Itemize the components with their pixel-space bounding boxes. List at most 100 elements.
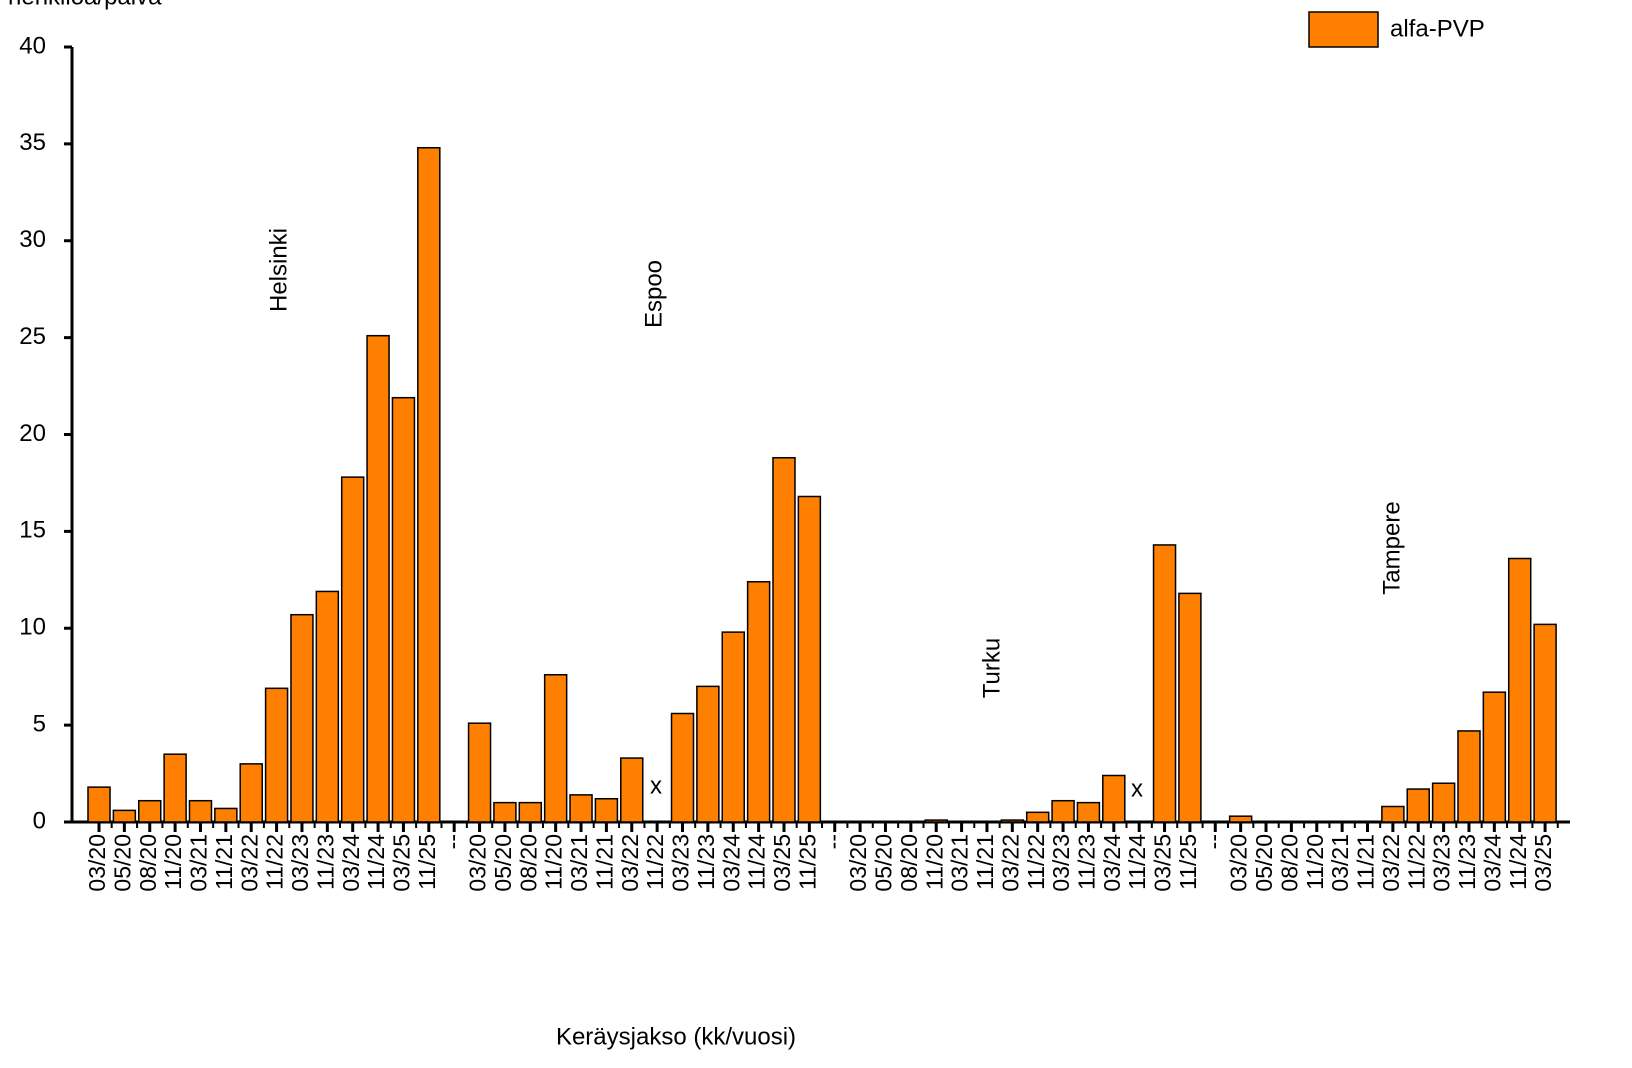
x-tick-label: 08/20 xyxy=(1276,834,1302,892)
legend-swatch xyxy=(1308,11,1379,48)
x-tick-label: 11/23 xyxy=(1454,834,1480,890)
x-tick-label: 03/22 xyxy=(236,834,262,892)
legend-label: alfa-PVP xyxy=(1390,15,1485,42)
x-tick-label: 03/23 xyxy=(668,834,694,892)
bar xyxy=(112,809,137,823)
x-tick-label: 05/20 xyxy=(871,834,897,892)
bar xyxy=(620,757,644,823)
x-tick-label: 11/24 xyxy=(744,834,770,890)
bar xyxy=(467,722,492,823)
bar xyxy=(670,712,695,823)
x-tick-label: 03/24 xyxy=(718,834,744,892)
bar xyxy=(290,613,314,823)
x-tick-label: 11/20 xyxy=(541,834,567,890)
y-tick-label: 0 xyxy=(33,807,46,834)
x-tick-label: 11/25 xyxy=(794,834,820,890)
x-tick-label: 11/22 xyxy=(1023,834,1049,890)
x-tick-label: 11/21 xyxy=(1353,834,1379,890)
y-tick-label: 30 xyxy=(19,226,46,253)
x-tick-label: 03/23 xyxy=(1429,834,1455,892)
x-tick-label: 03/21 xyxy=(566,834,592,892)
bar xyxy=(696,685,720,823)
bar xyxy=(264,687,289,823)
bar xyxy=(1431,782,1456,823)
bar xyxy=(772,457,796,823)
x-tick-label: 05/20 xyxy=(1251,834,1277,892)
x-tick-label: -- xyxy=(820,834,846,849)
x-tick-label: 03/23 xyxy=(287,834,313,892)
x-tick-label: 11/25 xyxy=(414,834,440,890)
bar xyxy=(239,763,263,823)
bar xyxy=(214,807,238,823)
y-tick-label: 20 xyxy=(19,420,46,447)
x-tick-label: -- xyxy=(439,834,465,849)
bar xyxy=(924,819,948,823)
x-tick-label: 11/21 xyxy=(972,834,998,890)
bar xyxy=(746,581,771,823)
bar xyxy=(1533,623,1557,823)
bar xyxy=(518,801,543,823)
bar xyxy=(315,590,340,823)
x-tick-label: 03/20 xyxy=(84,834,110,892)
x-tick-label: 08/20 xyxy=(515,834,541,892)
x-tick-label: 11/20 xyxy=(921,834,947,890)
x-tick-label: 11/20 xyxy=(1302,834,1328,890)
x-tick-label: 11/20 xyxy=(160,834,186,890)
annotation: Helsinki xyxy=(265,228,292,312)
bar xyxy=(1482,691,1507,823)
annotation: Tampere xyxy=(1378,501,1405,594)
x-tick-label: 03/24 xyxy=(1099,834,1125,892)
x-tick-label: 03/24 xyxy=(1479,834,1505,892)
x-tick-label: 03/21 xyxy=(1327,834,1353,892)
x-tick-label: 08/20 xyxy=(135,834,161,892)
bar xyxy=(594,798,619,823)
x-tick-label: 03/25 xyxy=(1530,834,1556,892)
bar xyxy=(340,476,365,823)
x-tick-label: 03/20 xyxy=(1226,834,1252,892)
x-tick-label: 11/24 xyxy=(1505,834,1531,890)
bar xyxy=(1025,811,1050,823)
x-tick-label: 08/20 xyxy=(896,834,922,892)
x-tick-label: 11/22 xyxy=(262,834,288,890)
x-axis-label: Keräysjakso (kk/vuosi) xyxy=(556,1023,796,1050)
bar xyxy=(1076,801,1101,823)
y-tick-label: 10 xyxy=(19,614,46,641)
x-tick-label: 11/24 xyxy=(1124,834,1150,890)
bar xyxy=(1507,557,1532,823)
x-tick-label: 11/22 xyxy=(1403,834,1429,890)
x-tick-label: 11/23 xyxy=(312,834,338,890)
bar xyxy=(1102,774,1126,823)
x-tick-label: 03/25 xyxy=(769,834,795,892)
annotation: x xyxy=(1131,775,1143,802)
x-tick-label: 03/23 xyxy=(1048,834,1074,892)
bar xyxy=(417,147,441,823)
bar xyxy=(1457,730,1481,823)
x-tick-label: 03/25 xyxy=(1150,834,1176,892)
annotation: Espoo xyxy=(640,260,667,328)
bar xyxy=(1178,592,1202,823)
x-tick-label: 03/20 xyxy=(845,834,871,892)
annotation: Turku xyxy=(978,638,1005,698)
x-tick-label: 03/21 xyxy=(947,834,973,892)
x-tick-label: 11/25 xyxy=(1175,834,1201,890)
y-tick-label: 15 xyxy=(19,517,46,544)
bar xyxy=(1000,819,1025,823)
x-tick-label: 11/21 xyxy=(211,834,237,890)
bar xyxy=(797,495,822,823)
x-tick-label: 11/22 xyxy=(642,834,668,890)
x-tick-label: 11/24 xyxy=(363,834,389,890)
bar xyxy=(1228,815,1253,823)
bar xyxy=(493,801,517,823)
bar xyxy=(188,799,213,823)
bar xyxy=(163,753,187,823)
x-tick-label: 11/23 xyxy=(1074,834,1100,890)
bar xyxy=(543,674,568,823)
y-axis-label: henkilöä/päivä xyxy=(8,0,162,10)
bar xyxy=(391,396,416,823)
annotation: x xyxy=(650,772,662,799)
y-tick-label: 35 xyxy=(19,129,46,156)
bar xyxy=(1051,799,1075,823)
bar xyxy=(137,799,162,823)
x-tick-label: 03/24 xyxy=(338,834,364,892)
